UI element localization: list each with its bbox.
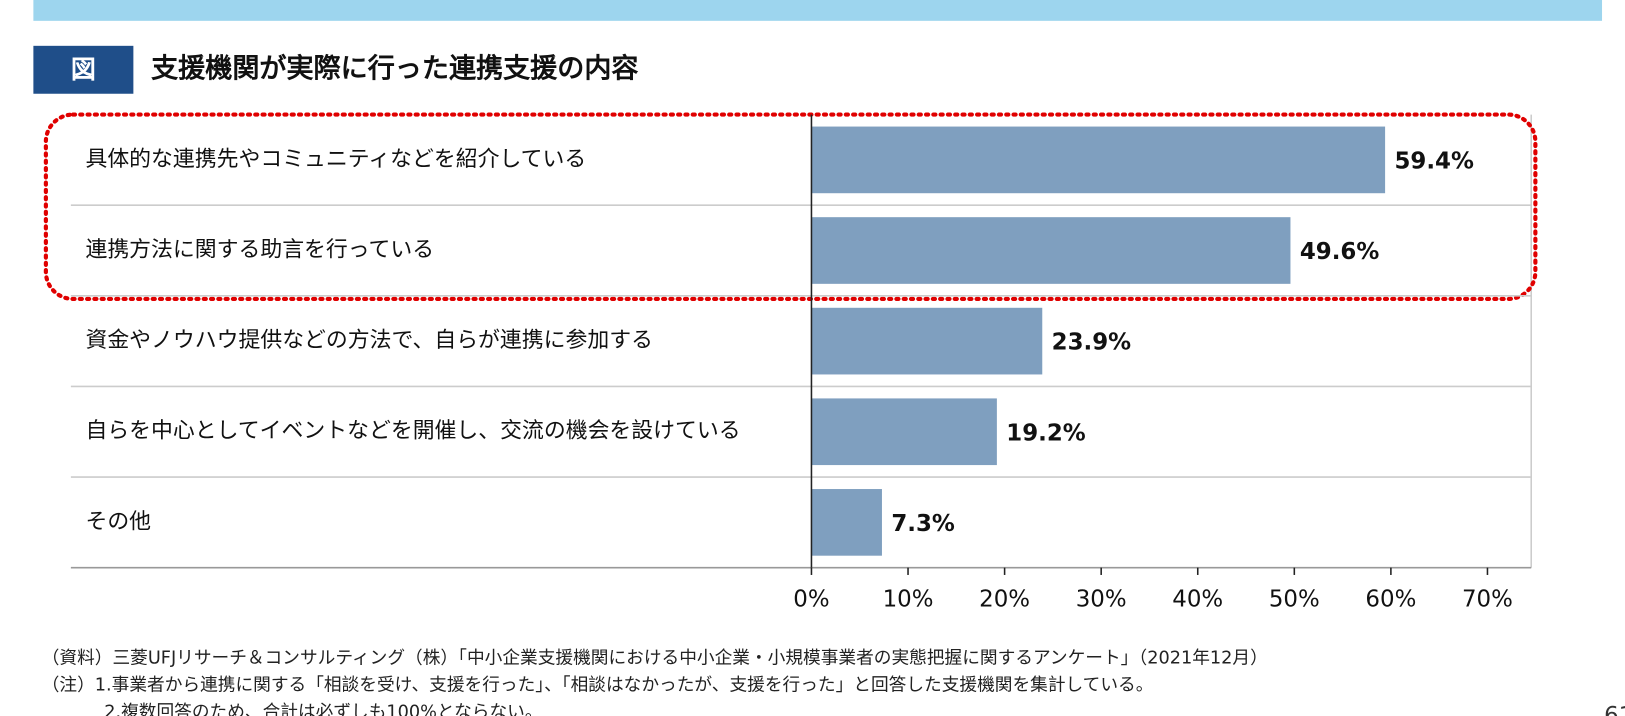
category-label: 自らを中心としてイベントなどを開催し、交流の機会を設けている bbox=[85, 419, 740, 444]
bar bbox=[811, 489, 882, 556]
bar bbox=[811, 126, 1386, 194]
value-label: 7.3% bbox=[891, 511, 955, 537]
value-label: 23.9% bbox=[1052, 330, 1132, 356]
x-tick-label: 40% bbox=[1172, 586, 1223, 612]
chart-title: 支援機関が実際に行った連携支援の内容 bbox=[151, 52, 638, 84]
value-label: 49.6% bbox=[1300, 239, 1380, 265]
top-band bbox=[33, 0, 1603, 21]
bar bbox=[811, 398, 997, 466]
x-tick-label: 30% bbox=[1076, 586, 1127, 612]
footnote: （注）1.事業者から連携に関する「相談を受け、支援を行った」、「相談はなかったが… bbox=[42, 674, 1154, 695]
figure-label: 図 bbox=[71, 55, 96, 84]
x-tick-label: 70% bbox=[1462, 586, 1513, 612]
value-label: 19.2% bbox=[1006, 420, 1086, 446]
category-label: その他 bbox=[85, 509, 151, 534]
footnote: 2.複数回答のため、合計は必ずしも100%とならない。 bbox=[104, 701, 542, 716]
x-tick-label: 60% bbox=[1365, 586, 1416, 612]
category-label: 連携方法に関する助言を行っている bbox=[85, 238, 434, 263]
x-tick-label: 10% bbox=[883, 586, 934, 612]
bar bbox=[811, 217, 1291, 284]
category-label: 具体的な連携先やコミュニティなどを紹介している bbox=[85, 147, 586, 172]
bar bbox=[811, 307, 1043, 375]
footnote: （資料）三菱UFJリサーチ＆コンサルティング（株）「中小企業支援機関における中小… bbox=[42, 647, 1268, 668]
category-label: 資金やノウハウ提供などの方法で、自らが連携に参加する bbox=[85, 328, 652, 353]
figure-label-box bbox=[33, 45, 134, 94]
x-tick-label: 0% bbox=[793, 586, 829, 612]
highlight-box bbox=[43, 112, 1538, 302]
page-number: 61 bbox=[1604, 703, 1625, 716]
value-label: 59.4% bbox=[1394, 148, 1474, 174]
x-tick-label: 50% bbox=[1269, 586, 1320, 612]
x-tick-label: 20% bbox=[979, 586, 1030, 612]
